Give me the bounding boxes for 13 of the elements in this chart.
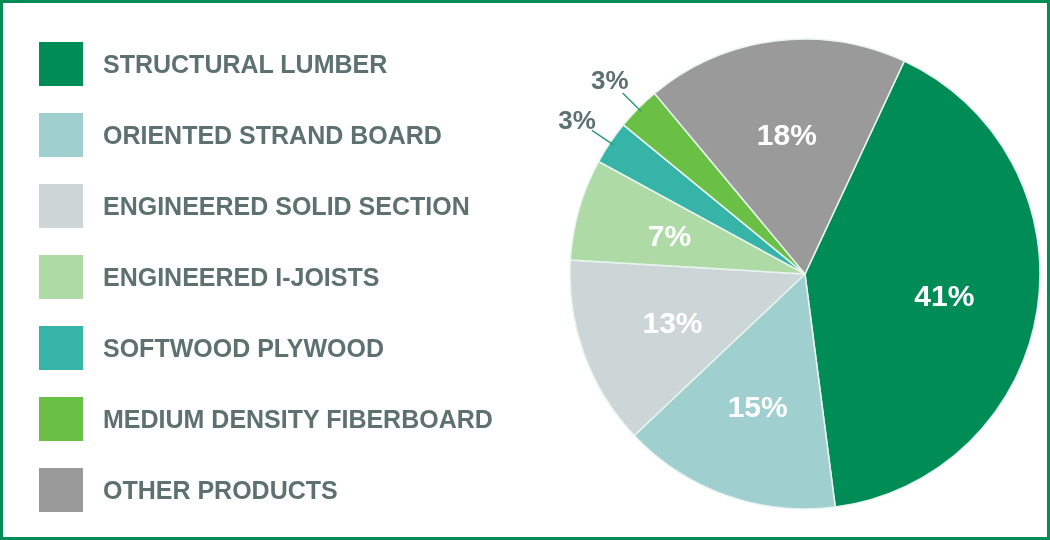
legend-label: STRUCTURAL LUMBER	[103, 49, 388, 80]
legend-label: ENGINEERED SOLID SECTION	[103, 191, 470, 222]
data-label: 3%	[591, 65, 629, 96]
data-label: 15%	[727, 390, 788, 424]
legend-label: SOFTWOOD PLYWOOD	[103, 333, 385, 364]
data-label: 41%	[914, 279, 975, 313]
data-label: 18%	[756, 117, 817, 151]
legend-label: OTHER PRODUCTS	[103, 475, 338, 506]
data-label: 7%	[647, 218, 692, 252]
legend-label: ORIENTED STRAND BOARD	[103, 120, 442, 151]
legend-label: ENGINEERED I-JOISTS	[103, 262, 380, 293]
data-label: 3%	[558, 105, 596, 136]
legend-label: MEDIUM DENSITY FIBERBOARD	[103, 404, 493, 435]
